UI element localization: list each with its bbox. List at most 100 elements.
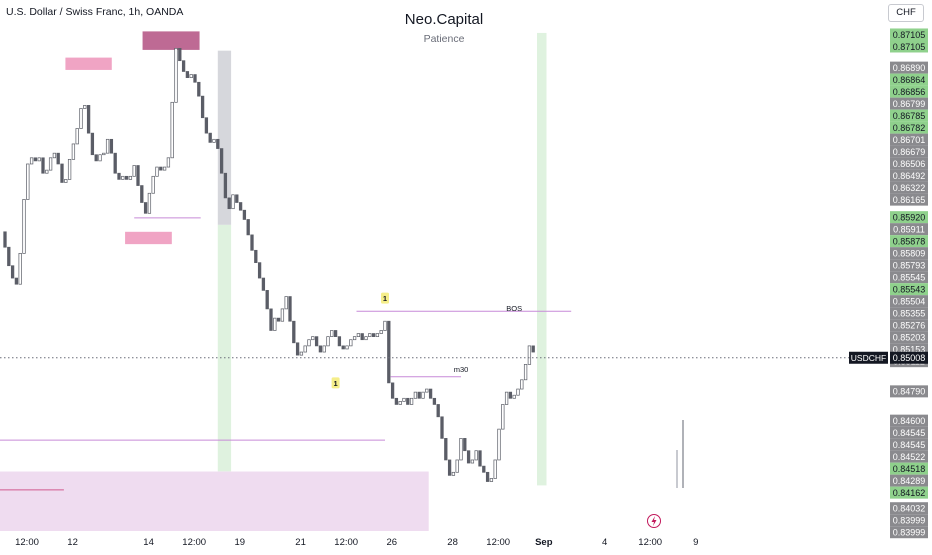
candle-body (170, 101, 174, 159)
candle-body (22, 199, 26, 254)
candle-body (250, 234, 254, 251)
candle-body (56, 152, 60, 165)
time-tick-label: 12 (67, 537, 78, 548)
price-label-box (890, 271, 928, 284)
price-label-box (890, 61, 928, 74)
candle-body (45, 169, 49, 174)
candle-body (295, 342, 300, 356)
candle-body (512, 394, 516, 399)
candle-body (482, 465, 486, 473)
marker-badge (331, 377, 340, 389)
price-label: 0.85545 (893, 272, 926, 282)
candle-body (489, 478, 494, 482)
candle-body (406, 397, 410, 405)
candle-body (466, 450, 471, 464)
candle-body (7, 246, 11, 267)
lightning-circle (647, 514, 661, 528)
time-tick-label: 12:00 (638, 537, 662, 548)
price-label-box (890, 223, 928, 236)
candle-body (117, 172, 121, 180)
candle-body (527, 345, 532, 365)
candle-body (227, 197, 231, 210)
candle-body (356, 333, 361, 337)
zone (65, 57, 112, 70)
price-label-box (890, 259, 928, 272)
price-label-box (890, 97, 928, 110)
time-tick-label: 19 (235, 537, 246, 548)
candle-body (14, 277, 19, 285)
candle-body (37, 157, 41, 162)
price-label-box (890, 474, 928, 487)
candle-body (71, 143, 76, 160)
candle-body (333, 330, 338, 337)
price-label-box (890, 145, 928, 158)
candle-body (375, 333, 380, 337)
candle-body (200, 95, 205, 119)
candle-body (18, 253, 22, 285)
candle-body (447, 459, 452, 476)
candle-body (79, 108, 83, 129)
candle-body (531, 345, 535, 353)
candle-body (444, 438, 448, 461)
price-label-box (890, 319, 928, 332)
annotation-label: m30 (454, 365, 469, 374)
price-label: 0.86785 (893, 111, 926, 121)
candle-body (98, 154, 102, 162)
candle-body (166, 157, 171, 168)
candle-body (269, 308, 273, 331)
price-label-box (890, 133, 928, 146)
price-label-box (890, 414, 928, 427)
time-tick-label: 12:00 (486, 537, 510, 548)
candle-body (231, 194, 235, 210)
price-label: 0.84289 (893, 476, 926, 486)
time-tick-label: 4 (602, 537, 607, 548)
zone (142, 31, 200, 50)
candle-body (86, 105, 91, 134)
candle-body (52, 152, 57, 159)
candle-body (219, 148, 224, 174)
candle-body (147, 192, 152, 214)
annotation-label: BOS (506, 304, 522, 313)
candle-body (485, 471, 490, 482)
candle-body (421, 391, 425, 399)
price-label: 0.86782 (893, 123, 926, 133)
price-label-box (890, 526, 928, 539)
candle-body (254, 249, 258, 263)
time-axis[interactable]: 12:00 12 14 12:00 19 21 12:00 26 28 12:00 Sep 4 12:0… (0, 531, 888, 550)
price-label: 0.85809 (893, 248, 926, 258)
candle-body (216, 138, 220, 149)
candle-body (368, 333, 372, 337)
price-label: 0.85878 (893, 236, 926, 246)
current-symbol-box (849, 351, 888, 364)
levels-layer (0, 217, 572, 491)
candle-body (299, 351, 304, 356)
candle-body (75, 128, 79, 145)
price-label: 0.85504 (893, 296, 926, 306)
price-axis[interactable]: 0.87105 0.87105 0.86890 0.86864 0.86856 0.867… (849, 0, 932, 550)
candle-body (383, 320, 387, 331)
price-label-box (890, 40, 928, 53)
zone (0, 471, 429, 537)
candle-body (516, 388, 520, 396)
candle-body (265, 290, 269, 310)
candle-body (257, 262, 262, 279)
candle-body (159, 166, 163, 171)
candle-body (94, 154, 98, 162)
candle-body (90, 132, 95, 156)
candle-body (303, 345, 307, 353)
candle-body (280, 308, 285, 322)
price-label: 0.85153 (893, 344, 926, 354)
candle-body (360, 333, 364, 341)
price-label-box (890, 109, 928, 122)
price-label: 0.85276 (893, 320, 926, 330)
price-label-box (890, 514, 928, 527)
price-label-box (890, 450, 928, 463)
watermark-title: Neo.Capital (404, 11, 484, 28)
candle-body (478, 450, 482, 467)
candle-body (162, 166, 167, 171)
candle-body (124, 175, 129, 180)
candle-body (508, 391, 513, 399)
currency-button[interactable]: CHF (888, 4, 924, 22)
